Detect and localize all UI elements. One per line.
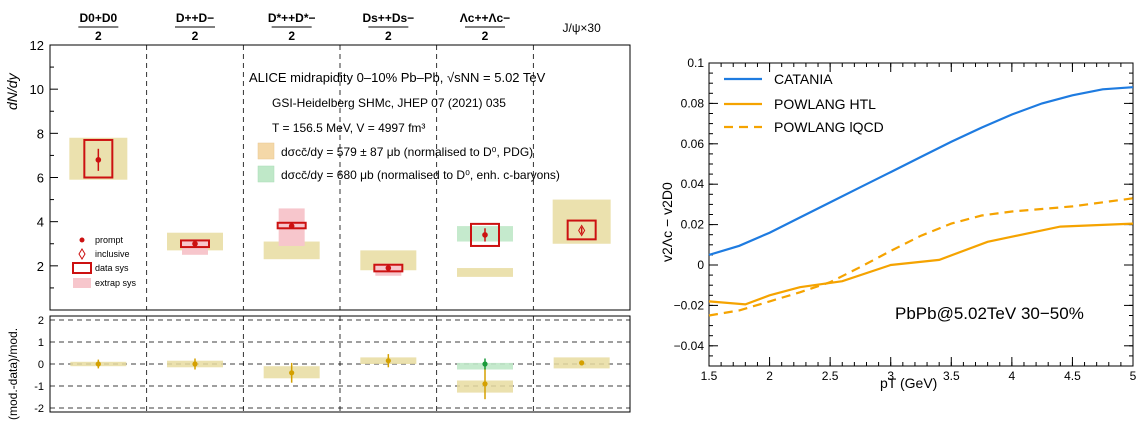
prompt-legend-marker (80, 238, 85, 243)
legend-swatch-pdg (258, 143, 274, 159)
species-labels: D0+D0 2 D++D− 2 D*++D*− 2 Ds++Ds− 2 Λc++Λc− 2 J/ψ×… (78, 11, 601, 43)
header-text: ALICE midrapidity 0–10% Pb–Pb, √sNN = 5.… (249, 70, 546, 85)
v2-series (709, 87, 1133, 315)
y-tick-label: 10 (30, 82, 44, 97)
y-tick-label: 0 (697, 258, 704, 272)
species-denominator: 2 (192, 29, 199, 43)
y-tick-label: 0.04 (681, 177, 705, 191)
prompt-point (386, 265, 392, 271)
extrap-sys-legend-box (73, 278, 91, 288)
ratio-tick-label: -1 (34, 381, 44, 393)
prompt-point (96, 157, 102, 163)
marker-legend-inclusive: inclusive (95, 249, 130, 259)
ratio-tick-label: 0 (38, 359, 44, 371)
x-axis-title: pT (GeV) (880, 375, 937, 391)
y-tick-label: 0.06 (681, 137, 705, 151)
ratio-point (289, 370, 294, 375)
ratio-point (579, 360, 584, 365)
y-tick-label: 0.02 (681, 218, 705, 232)
y-tick-label: 0.08 (681, 96, 705, 110)
model-band-pdg (457, 268, 513, 277)
marker-legend-extrap-sys: extrap sys (95, 278, 137, 288)
species-denominator: 2 (95, 29, 102, 43)
yield-axis-title: dN/dy (4, 72, 20, 110)
yield-axis-ticks: 2 4 6 8 10 12 (30, 38, 58, 288)
v2-difference-chart: 1.5 2 2.5 3 3.5 4 4.5 5−0.04−0.0200.020.040.060… (659, 56, 1137, 391)
ratio-point (482, 381, 487, 386)
inclusive-legend-marker (79, 249, 85, 259)
ratio-point-enh (482, 361, 487, 366)
x-tick-label: 5 (1130, 369, 1137, 383)
x-tick-label: 4.5 (1064, 369, 1081, 383)
species-numerator: Λc++Λc− (460, 11, 510, 25)
series-line-2 (709, 198, 1133, 315)
legend-label-powlang-htl: POWLANG HTL (774, 96, 876, 112)
y-tick-label: 12 (30, 38, 44, 53)
y-tick-label: −0.04 (674, 339, 705, 353)
model-legend-line-3: dσcc̄/dy = 579 ± 87 μb (normalised to D⁰… (281, 145, 533, 159)
ratio-point (386, 358, 391, 363)
marker-legend-data-sys: data sys (95, 263, 129, 273)
ratio-tick-label: 1 (38, 337, 44, 349)
model-legend-line-2: T = 156.5 MeV, V = 4997 fm³ (272, 121, 425, 135)
species-numerator: D++D− (176, 11, 214, 25)
y-tick-label: 2 (37, 259, 44, 274)
y-tick-label: 0.1 (687, 56, 704, 70)
legend-label-catania: CATANIA (774, 71, 833, 87)
ratio-tick-label: 2 (38, 315, 44, 327)
marker-legend-prompt: prompt (95, 235, 124, 245)
ratio-point (192, 361, 197, 366)
legend-swatch-enh (258, 166, 274, 182)
species-denominator: 2 (288, 29, 295, 43)
species-denominator: 2 (385, 29, 392, 43)
prompt-point (482, 232, 488, 238)
legend-label-powlang-lqcd: POWLANG lQCD (774, 119, 884, 135)
data-sys-legend-box (73, 263, 91, 273)
x-tick-label: 1.5 (701, 369, 718, 383)
species-label: J/ψ×30 (563, 21, 602, 35)
series-line-0 (709, 87, 1133, 255)
y-tick-label: 8 (37, 126, 44, 141)
y-tick-label: 4 (37, 215, 44, 230)
y-tick-label: 6 (37, 171, 44, 186)
x-tick-label: 2.5 (822, 369, 839, 383)
model-legend-line-4: dσcc̄/dy = 680 μb (normalised to D⁰, enh… (281, 168, 560, 182)
y-tick-label: −0.02 (674, 298, 705, 312)
prompt-point (289, 223, 295, 229)
species-numerator: D*++D*− (268, 11, 316, 25)
ratio-axis-title: (mod.-data)/mod. (6, 328, 20, 420)
x-tick-label: 2 (766, 369, 773, 383)
ratio-point (96, 361, 101, 366)
annotation: PbPb@5.02TeV 30−50% (895, 304, 1084, 323)
prompt-point (192, 241, 198, 247)
x-tick-label: 3.5 (943, 369, 960, 383)
y-axis-title: v2Λc − v2D0 (659, 182, 675, 262)
model-legend-line-1: GSI-Heidelberg SHMc, JHEP 07 (2021) 035 (272, 96, 506, 110)
ratio-tick-label: -2 (34, 403, 44, 415)
model-band-pdg (553, 200, 611, 244)
species-denominator: 2 (482, 29, 489, 43)
species-numerator: Ds++Ds− (362, 11, 414, 25)
species-numerator: D0+D0 (79, 11, 117, 25)
x-tick-label: 4 (1009, 369, 1016, 383)
